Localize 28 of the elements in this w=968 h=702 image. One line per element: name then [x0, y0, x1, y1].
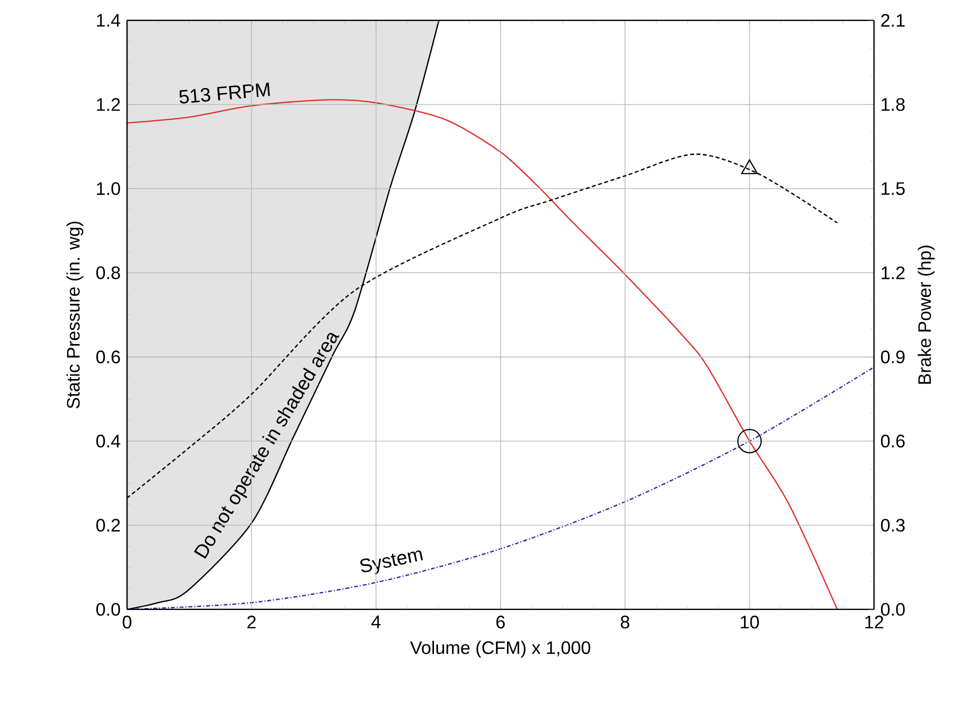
y2-tick-label: 1.8: [882, 98, 905, 111]
x-tick-label: 8: [620, 615, 630, 628]
annotation: System: [360, 550, 423, 574]
x-tick-label: 2: [247, 615, 256, 628]
y-tick-label: 0.0: [96, 602, 120, 616]
y2-tick-label: 0.0: [881, 602, 905, 616]
x-tick-label: 10: [740, 615, 759, 628]
y2-tick-label: 0.6: [881, 434, 905, 448]
x-tick-label: 4: [371, 615, 381, 628]
y-tick-label: 0.6: [96, 350, 120, 364]
y-tick-label: 0.8: [96, 266, 120, 279]
y-tick-label: 0.4: [96, 434, 120, 448]
y-axis-title: Static Pressure (in. wg): [66, 222, 84, 408]
x-tick-label: 12: [865, 615, 884, 628]
y-tick-label: 0.2: [96, 518, 120, 532]
y-tick-label: 1.0: [96, 182, 120, 195]
x-tick-label: 0: [122, 615, 132, 628]
y-tick-label: 1.4: [96, 14, 120, 26]
y2-tick-label: 1.2: [882, 266, 905, 279]
x-axis-title: Volume (CFM) x 1,000: [410, 640, 590, 658]
y2-tick-label: 0.3: [881, 518, 905, 532]
y2-tick-label: 0.9: [881, 350, 905, 364]
annotation: 513 FRPM: [180, 82, 270, 104]
y2-tick-label: 1.5: [882, 182, 905, 195]
y-tick-label: 1.2: [96, 98, 120, 111]
x-tick-label: 6: [496, 615, 505, 628]
y2-axis-title: Brake Power (hp): [918, 245, 935, 384]
y2-tick-label: 2.1: [881, 14, 905, 26]
